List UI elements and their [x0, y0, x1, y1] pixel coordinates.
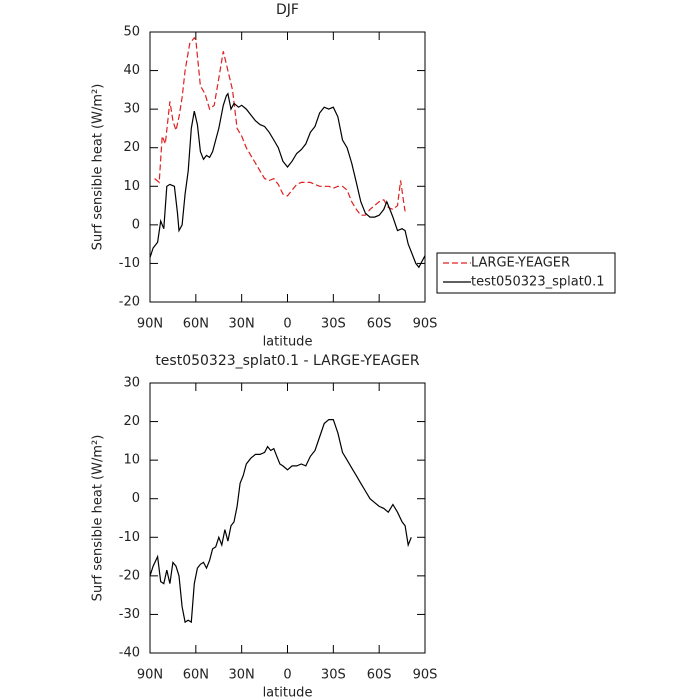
- y-tick-label: 30: [123, 376, 140, 391]
- y-tick-label: 0: [132, 217, 140, 232]
- y-tick-label: -10: [119, 530, 140, 545]
- legend-box: [436, 252, 616, 294]
- x-tick-label: 90S: [413, 317, 438, 332]
- series-line: [149, 419, 412, 624]
- x-tick-label: 60S: [367, 668, 392, 683]
- y-tick-label: 10: [123, 453, 140, 468]
- chart-title: DJF: [276, 2, 299, 18]
- y-axis-label: Surf sensible heat (W/m²): [91, 84, 106, 251]
- x-tick-label: 60N: [183, 317, 209, 332]
- x-tick-label: 30S: [321, 668, 346, 683]
- x-tick-label: 90N: [137, 317, 163, 332]
- x-tick-label: 90S: [413, 668, 438, 683]
- y-tick-label: -20: [119, 295, 140, 310]
- x-tick-label: 60S: [367, 317, 392, 332]
- x-tick-label: 30N: [229, 668, 255, 683]
- y-tick-label: 20: [123, 414, 140, 429]
- y-tick-label: -10: [119, 256, 140, 271]
- y-tick-label: -40: [119, 646, 140, 661]
- y-tick-label: 30: [123, 102, 140, 117]
- y-tick-label: 50: [123, 25, 140, 40]
- series-line: [149, 92, 426, 269]
- y-tick-label: 20: [123, 140, 140, 155]
- y-axis-label: Surf sensible heat (W/m²): [91, 435, 106, 602]
- chart-title: test050323_splat0.1 - LARGE-YEAGER: [155, 353, 420, 369]
- y-tick-label: 10: [123, 179, 140, 194]
- y-tick-label: 0: [132, 491, 140, 506]
- legend-label: LARGE-YEAGER: [471, 256, 570, 271]
- x-axis-label: latitude: [263, 686, 313, 700]
- y-tick-label: -30: [119, 607, 140, 622]
- plot-frame: [149, 382, 426, 654]
- x-tick-label: 0: [283, 668, 291, 683]
- x-tick-label: 30N: [229, 317, 255, 332]
- x-axis-label: latitude: [263, 335, 313, 350]
- x-tick-label: 90N: [137, 668, 163, 683]
- y-tick-label: 40: [123, 63, 140, 78]
- legend-label: test050323_splat0.1: [471, 275, 604, 290]
- x-tick-label: 0: [283, 317, 291, 332]
- x-tick-label: 30S: [321, 317, 346, 332]
- x-tick-label: 60N: [183, 668, 209, 683]
- y-tick-label: -20: [119, 568, 140, 583]
